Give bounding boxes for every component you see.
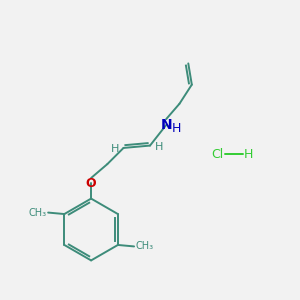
Text: CH₃: CH₃ [28,208,47,218]
Text: H: H [110,144,119,154]
Text: CH₃: CH₃ [136,242,154,251]
Text: H: H [244,148,253,161]
Text: N: N [160,118,172,132]
Text: H: H [172,122,181,135]
Text: H: H [154,142,163,152]
Text: Cl: Cl [212,148,224,161]
Text: O: O [86,177,96,190]
